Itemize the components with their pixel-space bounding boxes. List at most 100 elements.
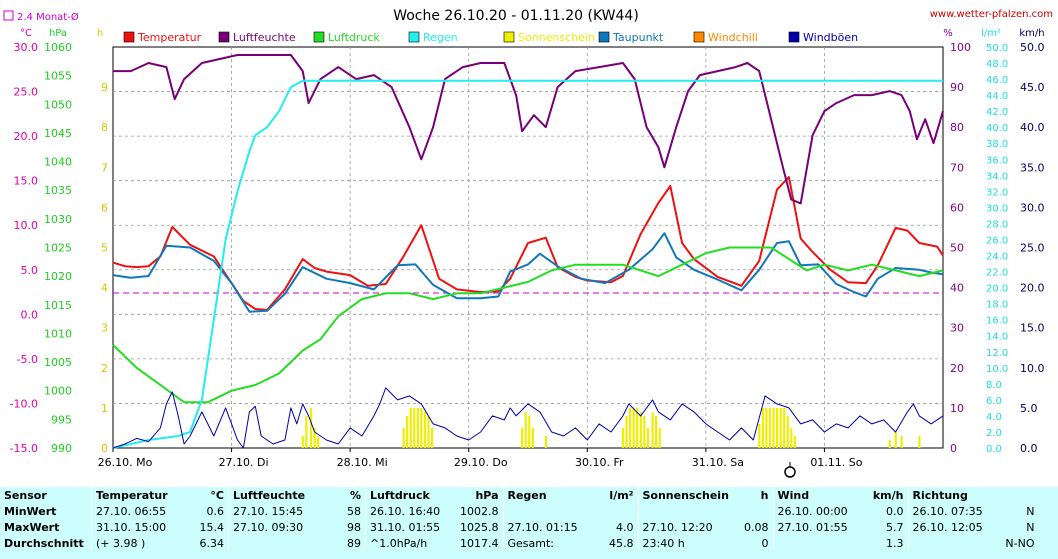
sunshine-bar [783, 407, 786, 448]
y-tick-label: 1050 [44, 98, 72, 111]
series-line-regen [112, 79, 943, 449]
y-tick-label: 80 [950, 121, 964, 134]
table-row: MaxWert 31.10. 15:00 15.4 27.10. 09:30 98 31.… [0, 519, 1039, 535]
table-cell: MaxWert [4, 520, 60, 534]
y-tick-label: 26.0 [986, 235, 1008, 246]
y-tick-label: 24.0 [986, 252, 1008, 263]
y-tick-label: 1020 [44, 270, 72, 283]
y-tick-label: 10.0 [14, 219, 39, 232]
table-cell: 1002.8 [460, 504, 499, 518]
table-cell: 15.4 [199, 520, 225, 534]
y-tick-label: 10.0 [1020, 362, 1045, 375]
legend-swatch [313, 31, 325, 43]
y-tick-label: 15.0 [1020, 322, 1045, 335]
y-tick-label: 9 [101, 81, 108, 94]
y-tick-label: 10.0 [986, 364, 1008, 375]
table-cell: 26.10. 16:40 [365, 503, 456, 519]
table-cell: N [1026, 504, 1035, 518]
summary-table: Sensor Temperatur °C Luftfeuchte% Luftdruck h… [0, 487, 1039, 551]
y-tick-label: -10.0 [10, 397, 38, 410]
y-tick-label: 45.0 [1020, 81, 1045, 94]
table-cell: 26.10. 00:00 [772, 503, 860, 519]
sunshine-bar [625, 415, 628, 448]
legend-swatch [408, 31, 420, 43]
y-tick-label: 1055 [44, 70, 72, 83]
y-tick-label: 1035 [44, 184, 72, 197]
legend-swatch [218, 31, 230, 43]
table-cell: N-NO [1005, 536, 1035, 550]
series-line-taupunkt [112, 232, 944, 313]
y-tick-label: 42.0 [986, 107, 1008, 118]
table-cell: 89 [347, 536, 361, 550]
y-tick-label: 1015 [44, 299, 72, 312]
table-cell: 27.10. 01:15 [502, 519, 594, 535]
sunshine-bar [416, 407, 419, 448]
sunshine-bar [655, 415, 658, 448]
chart-title: Woche 26.10.20 - 01.11.20 (KW44) [393, 8, 639, 24]
grid [112, 46, 944, 449]
table-header-cell: Regen [502, 487, 594, 503]
monthly-avg-legend-box [3, 10, 14, 21]
table-cell: 98 [347, 520, 361, 534]
sunshine-bar [888, 439, 891, 448]
y-tick-label: 22.0 [986, 268, 1008, 279]
sunshine-bar [409, 407, 412, 448]
y-tick-label: 25.0 [1020, 242, 1045, 255]
y-tick-label: 8.0 [986, 380, 1002, 391]
table-cell: 5.7 [886, 520, 904, 534]
y-tick-label: 0.0 [1020, 442, 1038, 455]
y-tick-label: 1025 [44, 242, 72, 255]
y-tick-label: 100 [950, 41, 971, 54]
y-tick-label: 30 [950, 322, 964, 335]
axis-unit-label: h [97, 28, 103, 39]
table-cell: ^1.0hPa/h [365, 535, 456, 551]
y-tick-label: 8 [101, 121, 108, 134]
table-header-cell: Sensor [4, 488, 47, 502]
table-cell: 45.8 [609, 536, 634, 550]
table-cell: 27.10. 12:20 [637, 519, 735, 535]
y-tick-label: 4 [101, 282, 108, 295]
table-cell: Durchschnitt [4, 536, 84, 550]
y-tick-label: 5.0 [1020, 402, 1038, 415]
y-tick-label: 44.0 [986, 91, 1008, 102]
sunshine-bar [427, 415, 430, 448]
table-cell: 27.10. 01:55 [772, 519, 860, 535]
legend-swatch [598, 31, 610, 43]
y-tick-label: 5.0 [21, 264, 39, 277]
y-tick-label: 30.0 [1020, 201, 1045, 214]
sunshine-bar [632, 407, 635, 448]
legend-swatch [123, 31, 135, 43]
y-tick-label: -15.0 [10, 442, 38, 455]
legend-label: Sonnenschein [518, 31, 595, 44]
table-cell [594, 503, 639, 519]
table-header-cell [995, 487, 1039, 503]
sunshine-bar [658, 427, 661, 448]
x-axis-labels: 26.10. Mo 27.10. Di 28.10. Mi 29.10. Do 30.1… [98, 448, 863, 469]
table-cell [907, 535, 995, 551]
table-row: MinWert 27.10. 06:55 0.6 27.10. 15:45 58 26.1… [0, 503, 1039, 519]
axis-unit-labels: °C hPa h% l/m² km/h [20, 28, 1045, 39]
table-cell: MinWert [4, 504, 57, 518]
credit-link[interactable]: www.wetter-pfalzen.com [930, 9, 1053, 20]
sunshine-bar [772, 407, 775, 448]
table-cell: 58 [347, 504, 361, 518]
x-tick-label: 29.10. Do [454, 456, 508, 469]
table-cell [735, 503, 774, 519]
y-tick-label: 1040 [44, 156, 72, 169]
sunshine-bar [786, 415, 789, 448]
y-tick-label: 990 [51, 442, 72, 455]
y-tick-label: 15.0 [14, 175, 39, 188]
table-header-cell: % [349, 488, 361, 502]
table-cell: 0.08 [744, 520, 769, 534]
y-tick-label: 50 [950, 242, 964, 255]
sunshine-bar [413, 407, 416, 448]
series-line-luftfeuchte [113, 54, 944, 205]
sunshine-bar [776, 407, 779, 448]
summary-table-panel: Sensor Temperatur °C Luftfeuchte% Luftdruck h… [0, 487, 1058, 559]
y-tick-label: 36.0 [986, 155, 1008, 166]
legend-label: Windchill [708, 31, 758, 44]
table-cell: 27.10. 06:55 [91, 503, 190, 519]
sunshine-bar [402, 427, 405, 448]
x-tick-label: 27.10. Di [219, 456, 269, 469]
sunshine-bar [544, 435, 547, 448]
